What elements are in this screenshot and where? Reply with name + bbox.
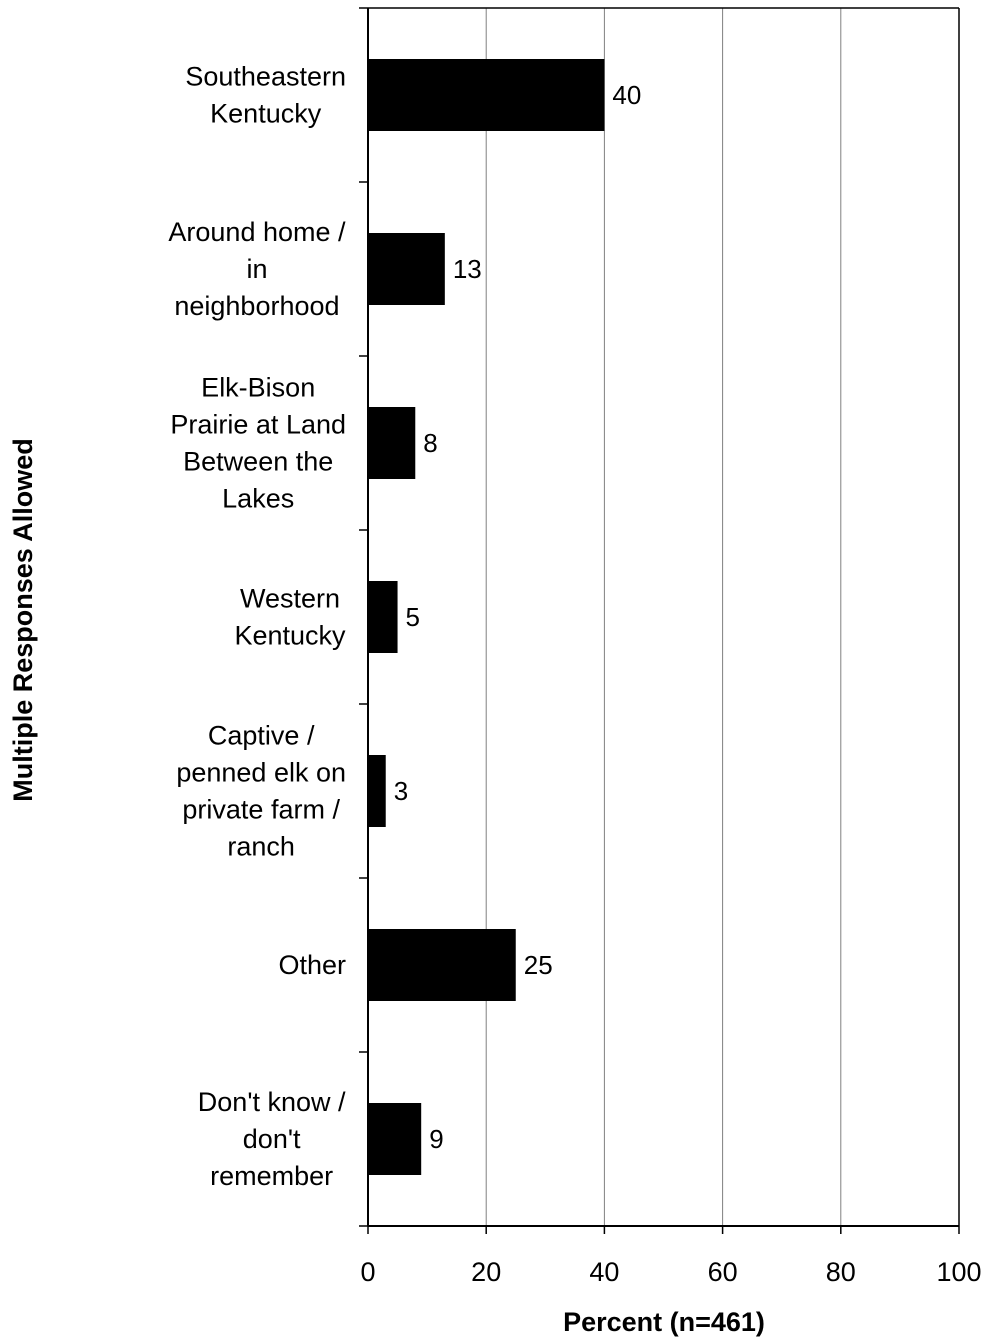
gridlines [485,8,842,1226]
bar [368,407,416,479]
data-labels: 40 13 8 5 3 25 9 [394,80,642,1154]
axes [367,7,960,1227]
category-label: Captive / penned elk on private farm / ranc… [176,721,346,862]
x-tick-labels: 0 20 40 60 80 100 [359,7,982,1287]
data-label: 3 [394,776,408,806]
category-label: Elk-Bison Prairie at Land Between the Lakes [170,373,346,514]
bar [368,755,386,827]
y-axis-label: Multiple Responses Allowed [8,438,38,802]
data-label: 5 [406,602,420,632]
bars [368,59,605,1175]
data-label: 25 [524,950,553,980]
category-label: Southeastern Kentucky [185,62,346,129]
x-tick-label: 0 [360,1257,375,1287]
x-axis-label: Percent (n=461) [563,1307,765,1337]
x-tick-label: 40 [589,1257,619,1287]
x-tick-label: 60 [708,1257,738,1287]
bar [368,929,516,1001]
category-label: Western Kentucky [234,584,346,651]
data-label: 9 [429,1124,443,1154]
category-label: Around home / in neighborhood [168,217,346,321]
x-tick-label: 80 [826,1257,856,1287]
category-label: Don't know / don't remember [198,1087,346,1191]
category-labels: Southeastern Kentucky Around home / in neigh… [168,62,346,1192]
data-label: 40 [612,80,641,110]
data-label: 13 [453,254,482,284]
bar [368,59,605,131]
data-label: 8 [423,428,437,458]
category-label: Other [278,950,346,980]
x-tick-label: 100 [936,1257,981,1287]
bar [368,581,398,653]
x-tick-label: 20 [471,1257,501,1287]
bar [368,1103,422,1175]
bar [368,233,445,305]
